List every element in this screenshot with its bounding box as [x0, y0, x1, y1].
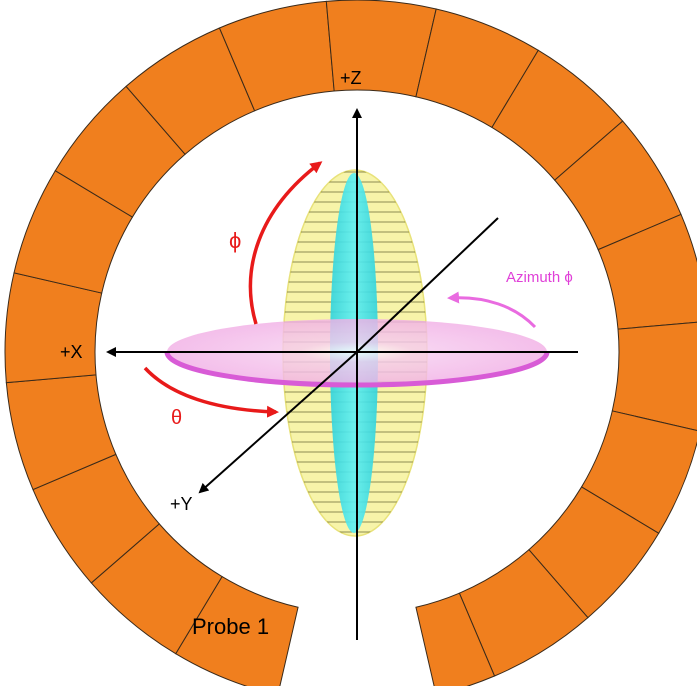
y-axis-line [198, 351, 358, 494]
theta-arrow [143, 366, 279, 418]
theta-label: θ [171, 407, 182, 429]
y-axis-label: +Y [170, 494, 193, 514]
y-axis-back-line [356, 217, 499, 353]
probe-ring [4, 0, 697, 686]
z-axis-label: +Z [340, 68, 362, 88]
axes [106, 108, 578, 640]
probe-segment [415, 592, 496, 686]
x-axis-label: +X [60, 342, 83, 362]
phi-arrow [248, 161, 323, 325]
phi-label: ϕ [229, 228, 241, 253]
probe-label: Probe 1 [192, 614, 269, 639]
azimuth-label: Azimuth ϕ [506, 269, 573, 286]
azimuth-arrow [447, 291, 537, 329]
